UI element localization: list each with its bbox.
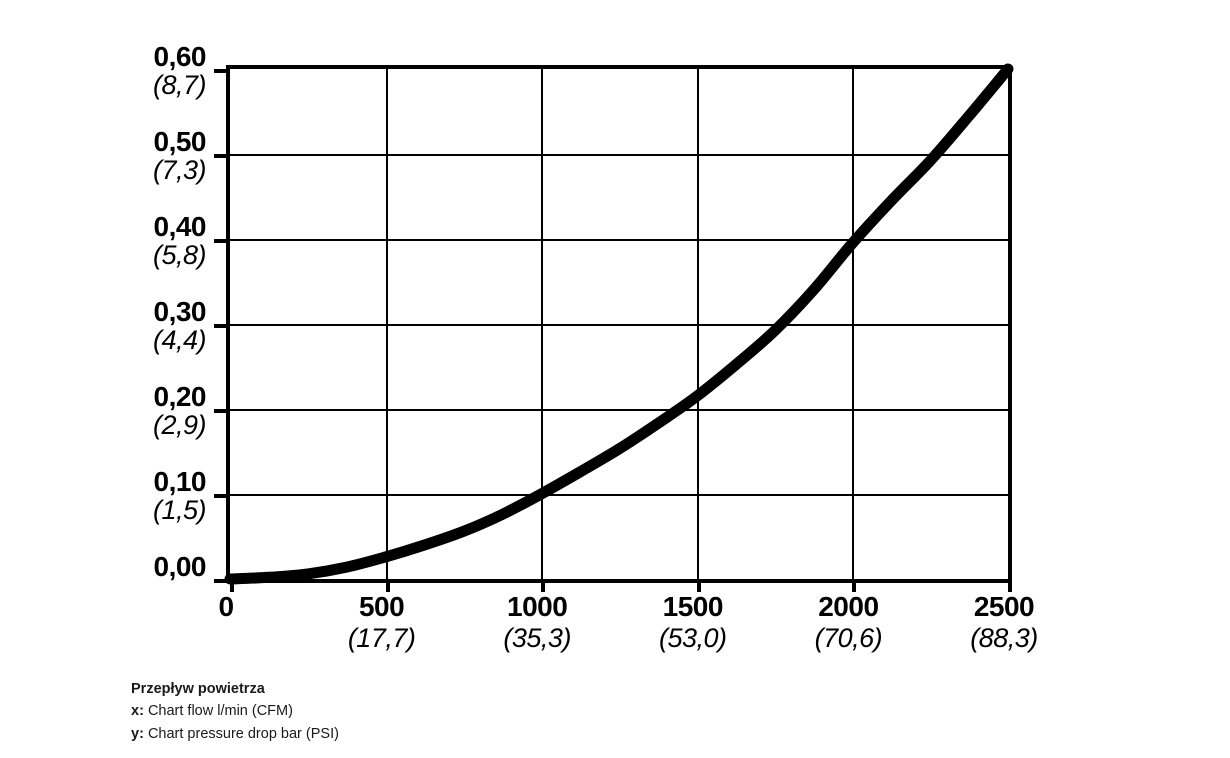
caption-y-key: y: (131, 725, 144, 742)
y-tick-label: 0,20 (2,9) (6, 381, 207, 440)
caption-x-text: Chart flow l/min (CFM) (147, 703, 293, 720)
x-tick-label: 2500 (88,3) (894, 593, 1114, 652)
y-tick-value-bar: 0,10 (153, 466, 207, 497)
x-tick-mark (385, 579, 390, 592)
caption-x-key: x: (131, 703, 144, 720)
x-tick-mark (696, 579, 701, 592)
x-tick-label: 500 (17,7) (272, 593, 492, 652)
caption-title: Przepływ powietrza (131, 681, 265, 697)
y-tick-value-bar: 0,00 (153, 551, 207, 582)
y-tick-label: 0,00 (6, 551, 207, 582)
x-tick-value-cfm: (88,3) (970, 623, 1038, 653)
y-tick-value-psi: (4,4) (152, 325, 207, 355)
y-tick-label: 0,50 (7,3) (6, 126, 207, 185)
y-tick-label: 0,60 (8,7) (6, 41, 207, 100)
x-tick-mark (1008, 579, 1012, 592)
x-tick-label: 1000 (35,3) (427, 593, 647, 652)
y-tick-mark (214, 494, 228, 498)
y-tick-mark (214, 579, 228, 583)
x-tick-value-lmin: 1000 (507, 591, 568, 622)
y-axis-labels: 0,60 (8,7) 0,50 (7,3) 0,40 (5,8) 0,30 (4,4) 0,20… (0, 43, 207, 581)
x-tick-value-lmin: 2500 (973, 591, 1035, 622)
y-tick-value-bar: 0,20 (153, 381, 207, 412)
x-tick-label: 0 (116, 593, 336, 621)
x-tick-value-cfm: (70,6) (814, 623, 883, 653)
x-tick-value-cfm: (35,3) (503, 623, 571, 653)
y-tick-mark (214, 154, 228, 158)
x-tick-label: 2000 (70,6) (738, 593, 958, 652)
y-tick-label: 0,30 (4,4) (6, 296, 207, 355)
x-tick-label: 1500 (53,0) (583, 593, 803, 652)
y-tick-label: 0,10 (1,5) (6, 466, 207, 525)
caption-y-text: Chart pressure drop bar (PSI) (147, 725, 339, 742)
gridline-horizontal (230, 494, 1008, 496)
y-tick-value-psi: (7,3) (152, 155, 207, 185)
y-tick-value-bar: 0,50 (153, 126, 207, 157)
y-tick-mark (214, 239, 228, 243)
gridline-horizontal (230, 154, 1008, 156)
y-tick-mark (214, 69, 228, 73)
x-tick-value-lmin: 1500 (662, 591, 724, 622)
x-tick-mark (852, 579, 857, 592)
y-tick-value-psi: (2,9) (152, 410, 207, 440)
y-tick-mark (214, 324, 228, 328)
plot-area (214, 65, 1012, 592)
x-tick-value-lmin: 500 (358, 591, 405, 622)
chart-caption: Przepływ powietrza x: Chart flow l/min (… (131, 678, 651, 745)
y-tick-mark (214, 409, 228, 413)
y-tick-label: 0,40 (5,8) (6, 211, 207, 270)
gridline-vertical (541, 69, 544, 579)
y-tick-value-bar: 0,40 (153, 211, 207, 242)
gridline-vertical (385, 69, 388, 579)
caption-x-axis-line: x: Chart flow l/min (CFM) (131, 700, 651, 722)
x-tick-mark (230, 579, 234, 592)
pressure-drop-curve (230, 69, 1008, 579)
x-tick-mark (541, 579, 546, 592)
gridline-horizontal (230, 239, 1008, 241)
y-tick-value-psi: (8,7) (152, 70, 207, 100)
x-tick-value-cfm: (53,0) (659, 623, 727, 653)
gridline-vertical (852, 69, 855, 579)
y-tick-value-psi: (1,5) (152, 495, 207, 525)
x-tick-value-cfm: (17,7) (347, 623, 416, 653)
gridline-horizontal (230, 409, 1008, 411)
gridline-vertical (696, 69, 699, 579)
y-tick-value-bar: 0,60 (153, 41, 207, 72)
x-axis-labels: 0 500 (17,7) 1000 (35,3) 1500 (53,0) 2000 (70,6)… (218, 579, 1038, 669)
y-tick-value-psi: (5,8) (152, 240, 207, 270)
x-tick-value-lmin: 2000 (818, 591, 879, 622)
x-tick-value-lmin: 0 (218, 591, 234, 622)
caption-y-axis-line: y: Chart pressure drop bar (PSI) (131, 723, 651, 745)
y-tick-value-bar: 0,30 (153, 296, 207, 327)
gridline-horizontal (230, 324, 1008, 326)
